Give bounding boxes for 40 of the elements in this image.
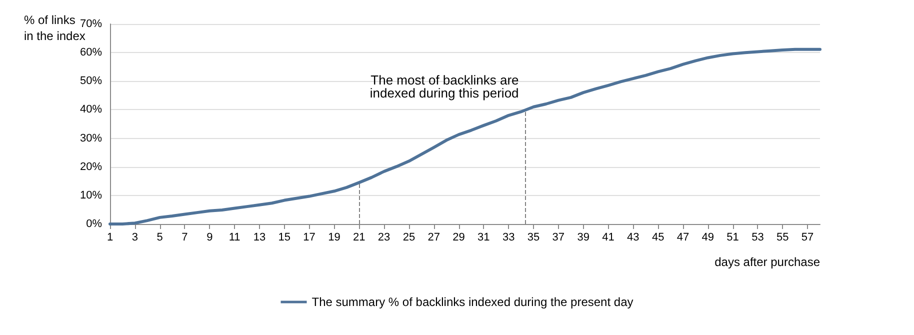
- x-tick-label: 5: [156, 232, 163, 244]
- x-tick-label: 21: [353, 232, 366, 244]
- x-tick-label: 55: [776, 232, 789, 244]
- x-tick-label: 43: [627, 232, 640, 244]
- x-tick-label: 47: [676, 232, 690, 244]
- x-tick-label: 35: [527, 232, 540, 244]
- x-tick-label: 15: [278, 232, 291, 244]
- x-tick-label: 57: [801, 232, 814, 244]
- x-tick-label: 13: [253, 232, 266, 244]
- x-tick-label: 7: [182, 232, 188, 244]
- x-tick-label: 39: [577, 232, 590, 244]
- y-tick-label: 30%: [80, 132, 102, 144]
- x-tick-label: 37: [552, 232, 565, 244]
- x-tick-label: 11: [228, 232, 240, 244]
- x-tick-label: 19: [328, 232, 340, 244]
- y-tick-label: 10%: [80, 189, 102, 202]
- x-tick-label: 51: [726, 232, 739, 244]
- x-tick-label: 31: [478, 232, 490, 244]
- x-tick-label: 25: [402, 232, 416, 244]
- x-tick-label: 1: [106, 232, 114, 244]
- x-tick-label: 29: [452, 232, 465, 244]
- x-tick-label: 9: [206, 232, 213, 244]
- x-tick-label: 45: [652, 232, 664, 244]
- x-tick-label: 3: [132, 232, 138, 244]
- x-tick-label: 33: [502, 232, 515, 244]
- x-tick-label: 27: [428, 232, 440, 244]
- y-tick-label: 70%: [80, 18, 102, 30]
- y-tick-label: 20%: [80, 160, 102, 173]
- legend-label: The summary % of backlinks indexed during the present day: [312, 295, 634, 309]
- x-tick-label: 17: [303, 232, 316, 244]
- x-tick-label: 23: [378, 232, 390, 244]
- x-axis-title: days after purchase: [714, 255, 820, 269]
- y-tick-label: 0%: [86, 218, 102, 230]
- y-tick-label: 50%: [80, 75, 102, 88]
- x-tick-label: 41: [602, 232, 614, 244]
- y-tick-label: 40%: [80, 104, 102, 116]
- annotation: The most of backlinks are indexed during this period: [370, 72, 519, 101]
- y-tick-label: 60%: [80, 46, 102, 59]
- x-tick-label: 49: [702, 232, 714, 244]
- x-tick-label: 53: [752, 232, 764, 244]
